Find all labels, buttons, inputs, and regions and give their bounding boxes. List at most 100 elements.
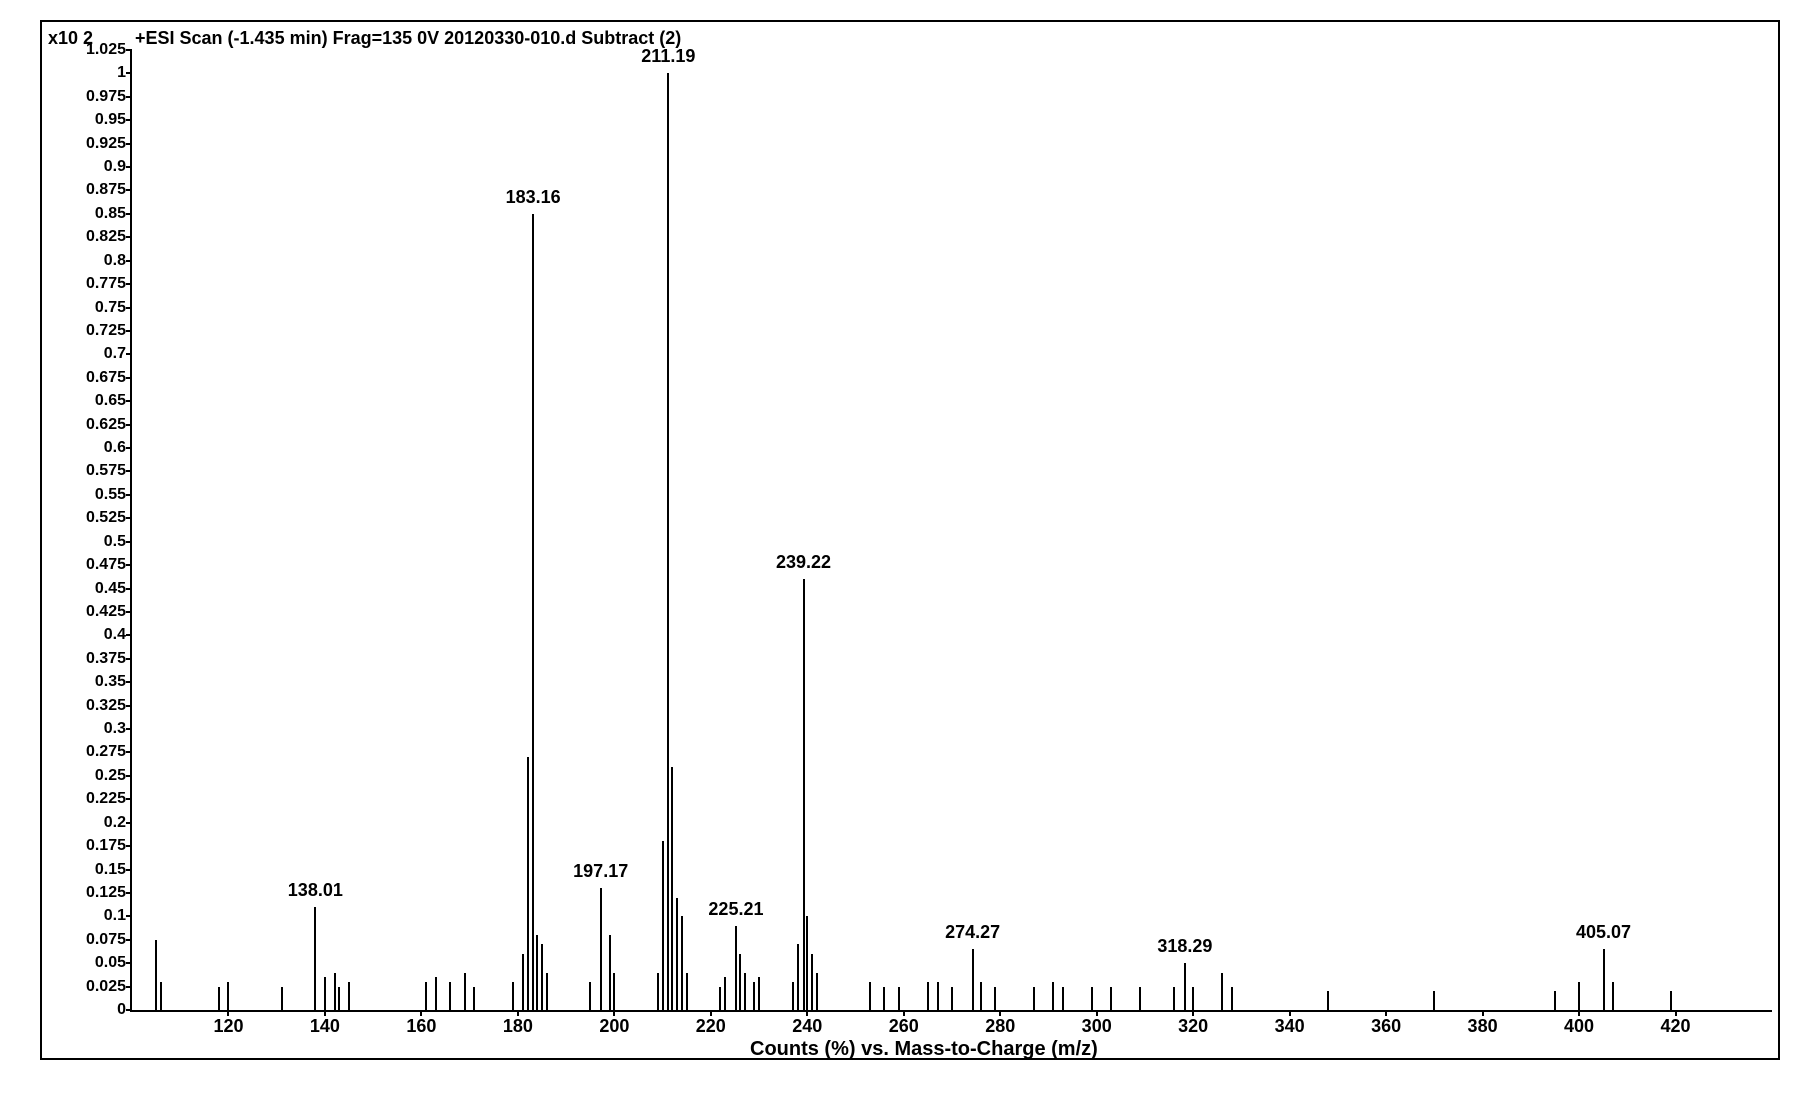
y-tick-label: 0.075 (86, 931, 132, 949)
spectrum-peak (589, 982, 591, 1010)
spectrum-peak (686, 973, 688, 1010)
spectrum-peak (739, 954, 741, 1010)
y-tick-label: 0.5 (104, 533, 132, 551)
x-tick-label: 280 (985, 1010, 1015, 1037)
spectrum-peak (792, 982, 794, 1010)
spectrum-peak (1612, 982, 1614, 1010)
spectrum-peak (435, 977, 437, 1010)
spectrum-peak (1603, 949, 1605, 1010)
spectrum-peak (536, 935, 538, 1010)
y-tick-label: 0.3 (104, 720, 132, 738)
y-tick-label: 0.375 (86, 650, 132, 668)
spectrum-peak (657, 973, 659, 1010)
spectrum-peak (1052, 982, 1054, 1010)
x-tick-label: 120 (213, 1010, 243, 1037)
spectrum-peak (281, 987, 283, 1010)
spectrum-peak (1091, 987, 1093, 1010)
y-tick-label: 0.45 (95, 580, 132, 598)
y-tick-label: 0.925 (86, 135, 132, 153)
spectrum-peak (1221, 973, 1223, 1010)
spectrum-peak (927, 982, 929, 1010)
peak-label: 239.22 (776, 552, 831, 573)
spectrum-peak (522, 954, 524, 1010)
y-tick-label: 0.225 (86, 790, 132, 808)
x-tick-label: 220 (696, 1010, 726, 1037)
spectrum-peak (816, 973, 818, 1010)
y-tick-label: 0.575 (86, 462, 132, 480)
y-tick-label: 0.65 (95, 392, 132, 410)
x-tick-label: 320 (1178, 1010, 1208, 1037)
spectrum-peak (1578, 982, 1580, 1010)
y-tick-label: 0.7 (104, 345, 132, 363)
spectrum-peak (758, 977, 760, 1010)
y-tick-label: 0.6 (104, 439, 132, 457)
spectrum-peak (735, 926, 737, 1010)
x-tick-label: 420 (1660, 1010, 1690, 1037)
peak-label: 211.19 (641, 46, 695, 67)
spectrum-peak (425, 982, 427, 1010)
spectrum-peak (609, 935, 611, 1010)
y-tick-label: 0.9 (104, 158, 132, 176)
spectrum-peak (338, 987, 340, 1010)
spectrum-peak (719, 987, 721, 1010)
x-tick-label: 200 (599, 1010, 629, 1037)
y-tick-label: 0.35 (95, 673, 132, 691)
x-tick-label: 160 (406, 1010, 436, 1037)
spectrum-peak (724, 977, 726, 1010)
mass-spectrum-chart: x10 2 +ESI Scan (-1.435 min) Frag=135 0V… (40, 20, 1780, 1080)
spectrum-peak (662, 841, 664, 1010)
spectrum-peak (464, 973, 466, 1010)
spectrum-peak (1554, 991, 1556, 1010)
y-tick-label: 0.875 (86, 181, 132, 199)
y-tick-label: 0.125 (86, 884, 132, 902)
x-tick-label: 340 (1275, 1010, 1305, 1037)
y-tick-label: 0.775 (86, 275, 132, 293)
spectrum-peak (1327, 991, 1329, 1010)
spectrum-peak (512, 982, 514, 1010)
y-tick-label: 0.4 (104, 626, 132, 644)
spectrum-peak (527, 757, 529, 1010)
spectrum-peak (1670, 991, 1672, 1010)
y-tick-label: 0.425 (86, 603, 132, 621)
spectrum-peak (972, 949, 974, 1010)
spectrum-peak (449, 982, 451, 1010)
spectrum-peak (532, 214, 534, 1010)
x-tick-label: 260 (889, 1010, 919, 1037)
spectrum-peak (803, 579, 805, 1010)
spectrum-peak (473, 987, 475, 1010)
spectrum-peak (753, 982, 755, 1010)
spectrum-peak (1173, 987, 1175, 1010)
spectrum-peak (155, 940, 157, 1010)
peak-label: 197.17 (573, 861, 628, 882)
spectrum-peak (994, 987, 996, 1010)
scan-title: +ESI Scan (-1.435 min) Frag=135 0V 20120… (135, 28, 681, 49)
spectrum-peak (898, 987, 900, 1010)
y-tick-label: 0.025 (86, 978, 132, 996)
spectrum-peak (676, 898, 678, 1010)
y-tick-label: 1 (117, 64, 132, 82)
spectrum-peak (980, 982, 982, 1010)
y-tick-label: 0.725 (86, 322, 132, 340)
y-tick-label: 0.8 (104, 252, 132, 270)
y-tick-label: 0.675 (86, 369, 132, 387)
x-tick-label: 140 (310, 1010, 340, 1037)
spectrum-peak (811, 954, 813, 1010)
spectrum-peak (324, 977, 326, 1010)
y-tick-label: 0.275 (86, 743, 132, 761)
spectrum-peak (797, 944, 799, 1010)
spectrum-peak (806, 916, 808, 1010)
x-axis-label: Counts (%) vs. Mass-to-Charge (m/z) (750, 1038, 1098, 1061)
peak-label: 183.16 (506, 187, 561, 208)
spectrum-peak (1110, 987, 1112, 1010)
spectrum-peak (160, 982, 162, 1010)
spectrum-peak (1184, 963, 1186, 1010)
spectrum-peak (744, 973, 746, 1010)
spectrum-peak (681, 916, 683, 1010)
y-tick-label: 0.975 (86, 88, 132, 106)
x-tick-label: 180 (503, 1010, 533, 1037)
spectrum-peak (314, 907, 316, 1010)
peak-label: 274.27 (945, 922, 1000, 943)
spectrum-peak (348, 982, 350, 1010)
spectrum-peak (334, 973, 336, 1010)
x-tick-label: 240 (792, 1010, 822, 1037)
